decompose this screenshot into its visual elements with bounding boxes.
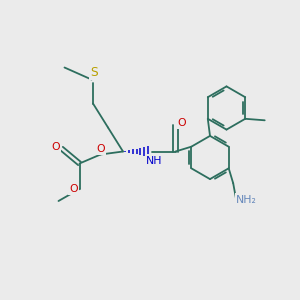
Text: NH: NH [146, 155, 163, 166]
Text: S: S [90, 66, 98, 79]
Text: O: O [51, 142, 60, 152]
Text: NH₂: NH₂ [236, 195, 257, 205]
Text: O: O [96, 143, 105, 154]
Text: O: O [69, 184, 78, 194]
Text: O: O [177, 118, 186, 128]
